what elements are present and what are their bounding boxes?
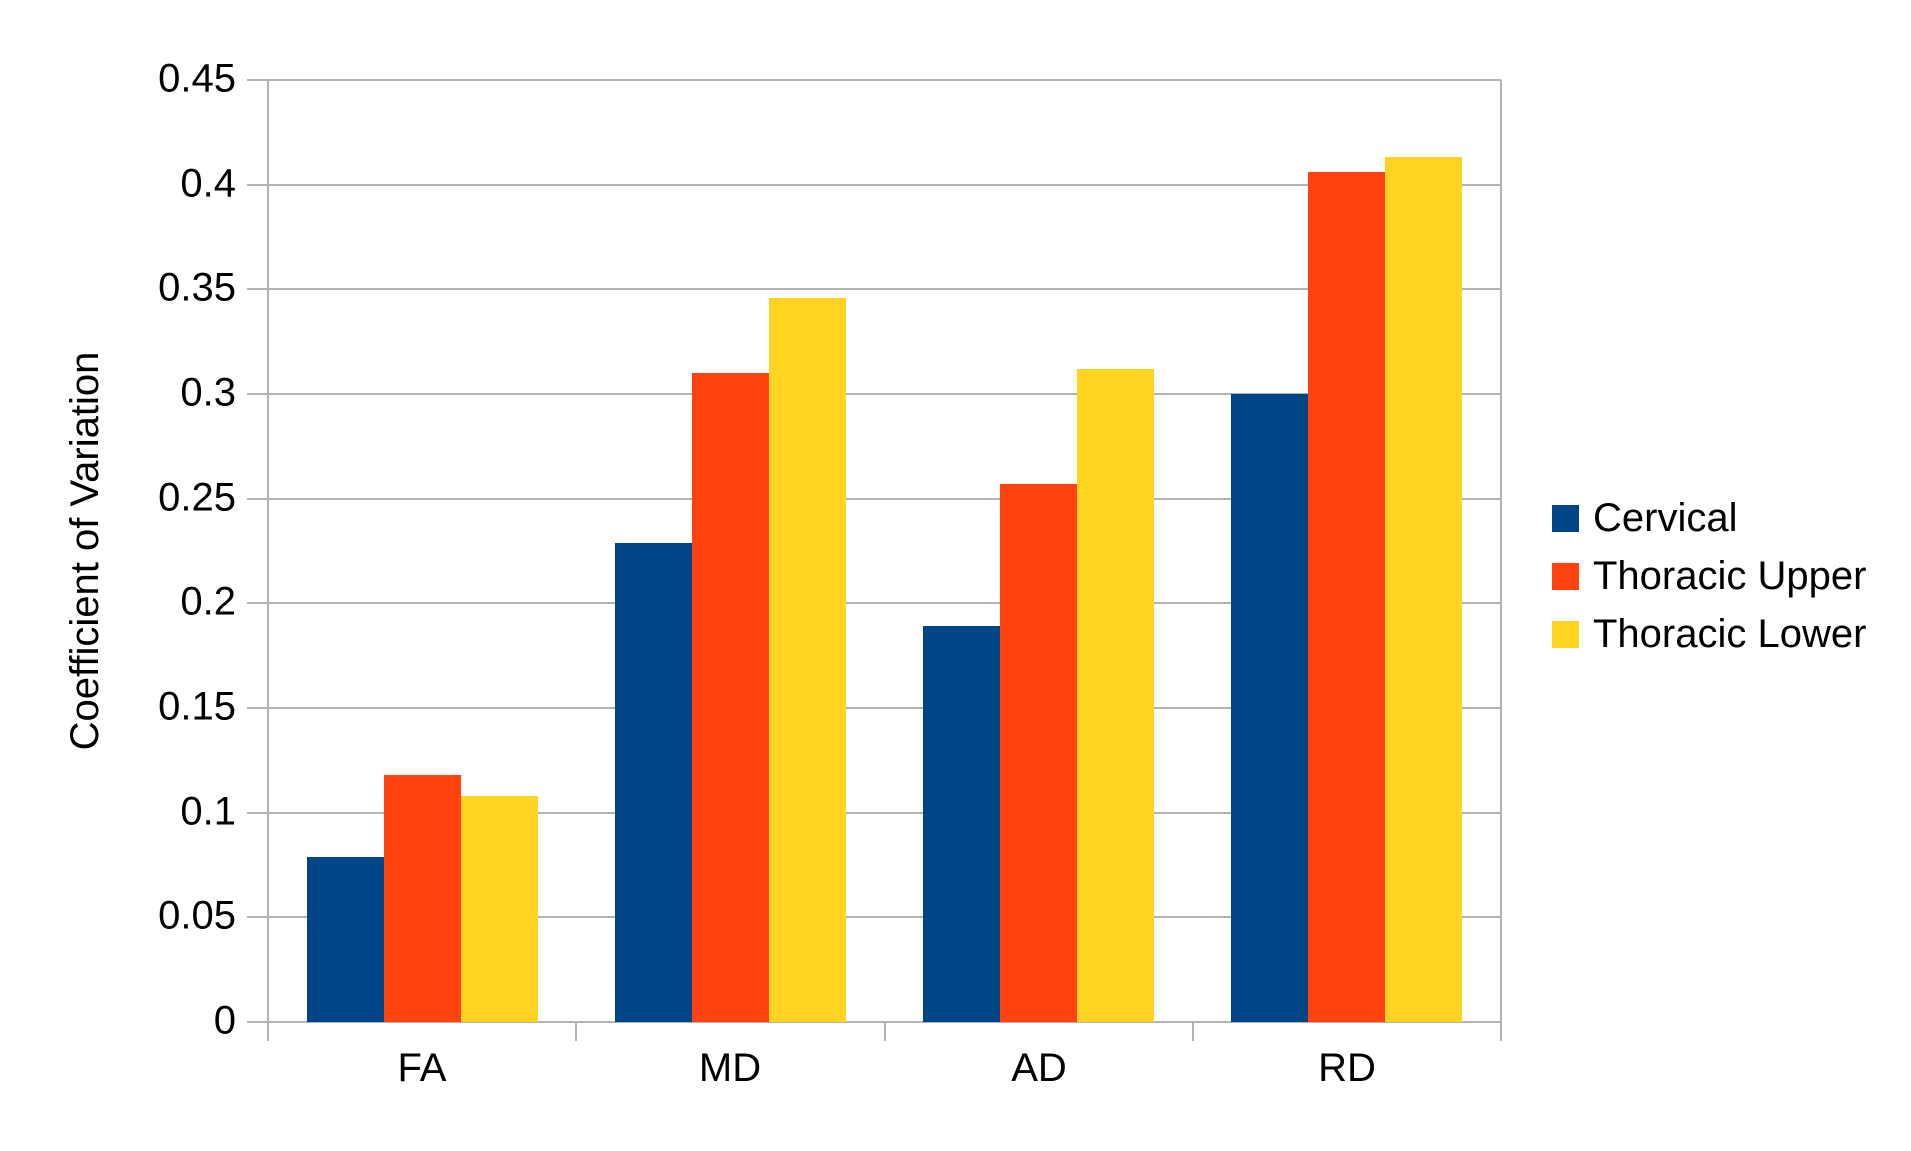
y-gridline [247,707,1501,709]
y-gridline [247,393,1501,395]
x-category-label: RD [1318,1046,1376,1090]
legend-item-thoracic-lower: Thoracic Lower [1552,605,1866,663]
y-gridline [247,498,1501,500]
y-tick-label: 0.25 [158,475,236,520]
bar-md-cervical [615,543,692,1022]
y-tick-label: 0.3 [180,370,236,415]
y-tick-label: 0.15 [158,684,236,729]
x-category-label: MD [698,1046,762,1090]
x-boundary-tick [1192,1022,1194,1041]
y-tick-label: 0.2 [180,579,236,624]
y-gridline [247,812,1501,814]
x-boundary-tick [267,1022,269,1041]
x-boundary-tick [884,1022,886,1041]
bar-fa-cervical [307,857,384,1022]
bar-md-thoracic-upper [692,373,769,1022]
y-gridline [247,602,1501,604]
y-tick-label: 0.4 [180,161,236,206]
legend: Cervical Thoracic Upper Thoracic Lower [1552,489,1866,663]
x-boundary-tick [575,1022,577,1041]
y-gridline [247,184,1501,186]
legend-swatch-icon [1552,504,1579,532]
y-tick-label: 0.45 [158,56,236,101]
x-category-label: FA [397,1046,447,1090]
bar-rd-cervical [1231,394,1308,1022]
legend-swatch-icon [1552,562,1579,590]
bar-md-thoracic-lower [769,298,846,1022]
bar-ad-thoracic-lower [1077,369,1154,1022]
bar-ad-cervical [923,626,1000,1022]
bar-ad-thoracic-upper [1000,484,1077,1022]
legend-label: Thoracic Lower [1593,612,1867,656]
legend-label: Thoracic Upper [1593,554,1867,598]
legend-item-cervical: Cervical [1552,489,1866,547]
y-axis-line [267,80,269,1041]
y-gridline [247,79,1501,81]
y-tick-label: 0.35 [158,265,236,310]
bar-fa-thoracic-lower [461,796,538,1022]
legend-swatch-icon [1552,620,1579,648]
y-gridline [247,288,1501,290]
bar-rd-thoracic-upper [1308,172,1385,1022]
y-tick-label: 0.05 [158,893,236,938]
plot-right-border [1500,80,1502,1022]
legend-label: Cervical [1593,496,1738,540]
x-category-label: AD [1011,1046,1067,1090]
legend-item-thoracic-upper: Thoracic Upper [1552,547,1866,605]
y-tick-label: 0.1 [180,789,236,834]
y-tick-label: 0 [213,998,236,1043]
y-gridline [247,916,1501,918]
bar-rd-thoracic-lower [1385,157,1462,1022]
x-boundary-tick [1500,1022,1502,1041]
bar-fa-thoracic-upper [384,775,461,1022]
y-gridline [247,1021,1501,1023]
